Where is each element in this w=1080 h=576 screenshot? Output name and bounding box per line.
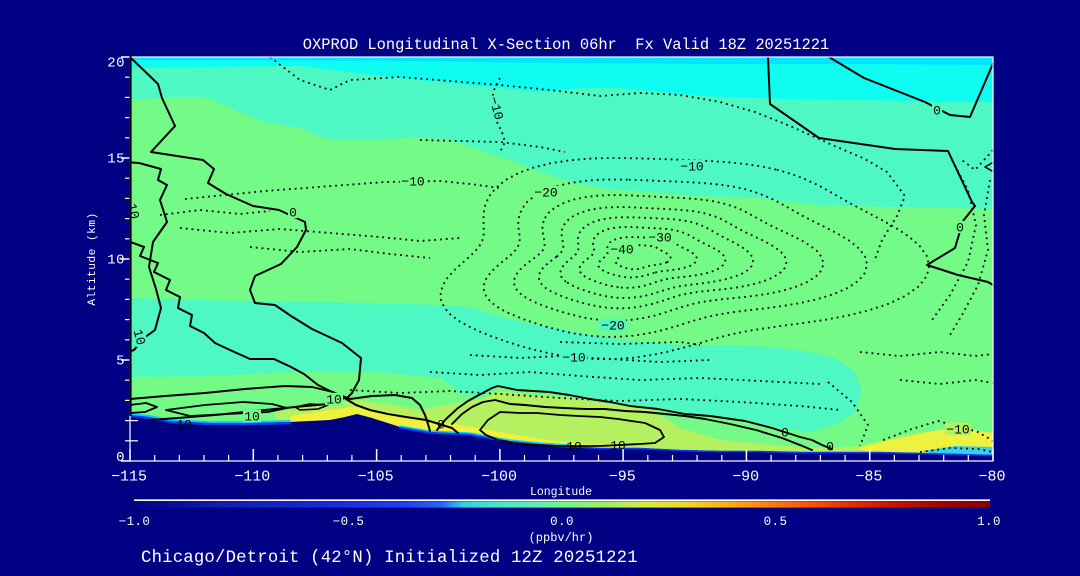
svg-text:Longitude: Longitude <box>530 486 592 499</box>
svg-text:10: 10 <box>130 328 149 347</box>
svg-text:10: 10 <box>176 418 192 433</box>
svg-text:0: 0 <box>826 440 834 455</box>
svg-text:20: 20 <box>107 56 125 72</box>
svg-text:0: 0 <box>116 450 125 466</box>
svg-text:−10: −10 <box>401 175 424 190</box>
svg-text:10: 10 <box>124 202 143 221</box>
svg-text:(ppbv/hr): (ppbv/hr) <box>529 531 594 545</box>
svg-text:10: 10 <box>326 393 342 408</box>
svg-text:−105: −105 <box>358 469 394 486</box>
svg-text:Altitude (km): Altitude (km) <box>87 212 99 305</box>
svg-text:−80: −80 <box>978 469 1005 486</box>
svg-text:10: 10 <box>566 440 582 455</box>
svg-text:OXPROD Longitudinal X-Section: OXPROD Longitudinal X-Section 06hr Fx Va… <box>303 36 829 54</box>
svg-text:10: 10 <box>610 439 626 454</box>
svg-text:0: 0 <box>289 206 297 221</box>
svg-text:−0.5: −0.5 <box>333 515 365 529</box>
svg-text:−100: −100 <box>481 469 517 486</box>
svg-text:−10: −10 <box>946 423 969 438</box>
svg-text:0: 0 <box>933 104 941 119</box>
svg-text:−95: −95 <box>609 469 636 486</box>
svg-text:Chicago/Detroit (42°N) Initial: Chicago/Detroit (42°N) Initialized 12Z 2… <box>141 549 638 568</box>
svg-text:10: 10 <box>107 253 125 269</box>
svg-text:15: 15 <box>107 152 125 168</box>
svg-text:0: 0 <box>437 418 445 433</box>
svg-text:0.0: 0.0 <box>550 515 574 529</box>
svg-text:−10: −10 <box>562 351 585 366</box>
svg-text:5: 5 <box>116 354 125 370</box>
svg-text:−20: −20 <box>534 186 557 201</box>
svg-text:−90: −90 <box>732 469 759 486</box>
svg-text:−85: −85 <box>855 469 882 486</box>
svg-text:−30: −30 <box>648 231 671 246</box>
svg-text:−1.0: −1.0 <box>119 515 151 529</box>
svg-text:0.5: 0.5 <box>764 515 788 529</box>
svg-text:0: 0 <box>781 426 789 441</box>
svg-text:−40: −40 <box>610 243 633 258</box>
svg-text:−10: −10 <box>486 95 507 121</box>
svg-text:10: 10 <box>244 410 260 425</box>
svg-text:0: 0 <box>956 221 964 236</box>
svg-text:−115: −115 <box>111 469 147 486</box>
svg-text:−20: −20 <box>601 319 624 334</box>
svg-text:−10: −10 <box>680 160 703 175</box>
svg-text:−110: −110 <box>234 469 270 486</box>
svg-text:1.0: 1.0 <box>977 515 1001 529</box>
